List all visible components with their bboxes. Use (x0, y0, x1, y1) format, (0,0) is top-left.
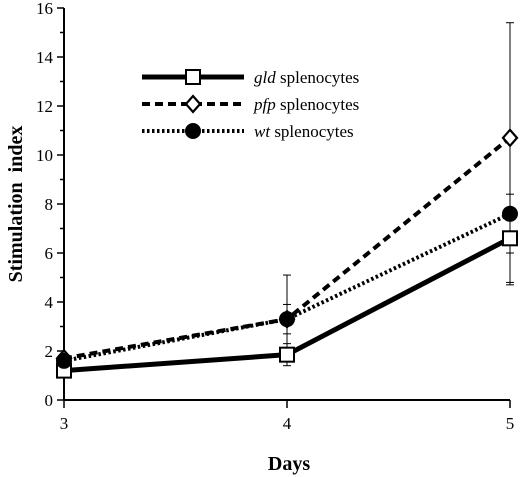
y-tick-label: 8 (45, 195, 54, 214)
x-tick-label: 4 (283, 414, 292, 433)
y-tick-label: 16 (36, 0, 53, 18)
data-point-wt (502, 205, 518, 222)
data-point-wt (279, 311, 295, 328)
legend: gld splenocytes pfp splenocytes wt splenoc… (142, 68, 359, 141)
data-point-gld (279, 346, 295, 363)
y-tick-label: 14 (36, 48, 54, 67)
data-point-pfp (501, 128, 519, 148)
y-tick-label: 4 (45, 293, 54, 312)
legend-label-pfp: pfp splenocytes (253, 95, 359, 114)
y-tick-label: 12 (36, 97, 53, 116)
data-point-wt (56, 352, 72, 369)
data-point-gld (502, 230, 518, 247)
legend-marker-gld (185, 69, 201, 85)
legend-label-gld: gld splenocytes (254, 68, 359, 87)
x-tick-label: 3 (60, 414, 69, 433)
y-tick-label: 10 (36, 146, 53, 165)
y-tick-label: 6 (45, 244, 54, 263)
axes: 0 2 4 6 8 10 12 14 16 3 4 5 (36, 0, 514, 433)
x-axis-title: Days (268, 453, 310, 475)
legend-label-wt: wt splenocytes (254, 122, 354, 141)
legend-marker-pfp (184, 94, 202, 114)
x-tick-label: 5 (506, 414, 515, 433)
y-tick-label: 2 (45, 342, 54, 361)
legend-marker-wt (185, 123, 201, 139)
y-axis-title: Stimulation index (5, 126, 27, 283)
y-tick-label: 0 (45, 391, 54, 410)
series-markers (55, 128, 519, 379)
